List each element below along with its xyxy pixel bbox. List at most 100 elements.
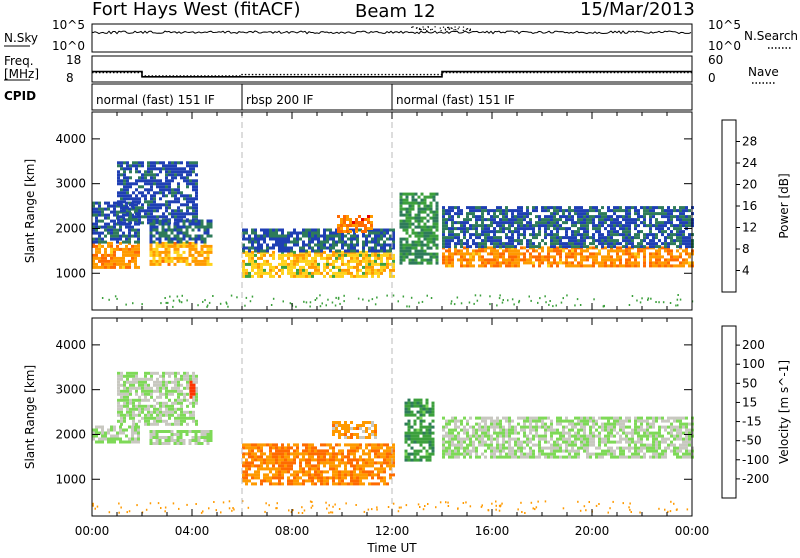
data-cell [442,429,445,432]
data-cell [427,238,430,241]
noise-search-dot [458,28,459,29]
data-cell [682,212,685,215]
data-cell [688,209,691,212]
data-cell [296,260,299,263]
data-cell [418,205,421,208]
data-cell [177,442,180,445]
data-cell [207,257,210,260]
data-cell [186,257,189,260]
data-cell [580,255,583,258]
data-cell [436,202,439,205]
data-cell [231,295,233,297]
data-cell [141,405,144,408]
data-cell [553,212,556,215]
data-cell [511,264,514,267]
data-cell [386,232,389,235]
data-cell [502,435,505,438]
data-cell [544,233,547,236]
data-cell [353,446,356,449]
data-cell [544,258,547,261]
data-cell [625,249,628,252]
data-cell [526,206,529,209]
data-cell [159,384,162,387]
data-cell [655,233,658,236]
data-cell [457,435,460,438]
data-cell [475,242,478,245]
data-cell [405,408,408,411]
data-cell [129,221,132,224]
data-cell [296,254,299,257]
data-cell [131,226,134,229]
data-cell [541,438,544,441]
data-cell [332,446,335,449]
data-cell [317,250,320,253]
data-cell [308,467,311,470]
data-cell [117,402,120,405]
data-cell [460,258,463,261]
data-cell [380,250,383,253]
data-cell [415,199,418,202]
data-cell [343,300,345,302]
data-cell [604,261,607,264]
data-cell [138,170,141,173]
data-cell [326,452,329,455]
data-cell [523,261,526,264]
data-cell [116,298,118,300]
data-cell [451,441,454,444]
data-cell [344,424,347,427]
data-cell [650,298,652,300]
data-cell [266,260,269,263]
data-cell [556,236,559,239]
data-cell [414,429,417,432]
data-cell [332,238,335,241]
data-cell [376,297,378,299]
data-cell [365,430,368,433]
data-cell [613,209,616,212]
data-cell [415,214,418,217]
data-cell [463,450,466,453]
data-cell [168,226,171,229]
data-cell [685,236,688,239]
data-cell [135,167,138,170]
data-cell [195,402,198,405]
data-cell [338,297,340,299]
data-cell [568,206,571,209]
data-cell [287,250,290,253]
data-cell [281,482,284,485]
data-cell [120,164,123,167]
data-cell [383,241,386,244]
data-cell [469,209,472,212]
data-cell [120,375,123,378]
data-cell [478,206,481,209]
data-cell [323,449,326,452]
data-cell [144,215,147,218]
data-cell [171,393,174,396]
data-cell [180,220,183,223]
cpid-segment-label: normal (fast) 151 IF [96,93,215,107]
data-cell [430,259,433,262]
data-cell [463,218,466,221]
data-cell [95,263,98,266]
y-axis-label: Slant Range [km] [23,159,37,263]
data-cell [538,438,541,441]
data-cell [314,458,317,461]
data-cell [377,263,380,266]
data-cell [287,461,290,464]
data-cell [667,245,670,248]
data-cell [502,429,505,432]
data-cell [254,263,257,266]
data-cell [180,191,183,194]
data-cell [604,246,607,249]
data-cell [138,381,141,384]
data-cell [347,244,350,247]
data-cell [242,269,245,272]
data-cell [356,269,359,272]
data-cell [505,447,508,450]
data-cell [670,233,673,236]
data-cell [284,446,287,449]
data-cell [616,215,619,218]
data-cell [135,390,138,393]
data-cell [601,236,604,239]
data-cell [430,241,433,244]
data-cell [511,426,514,429]
